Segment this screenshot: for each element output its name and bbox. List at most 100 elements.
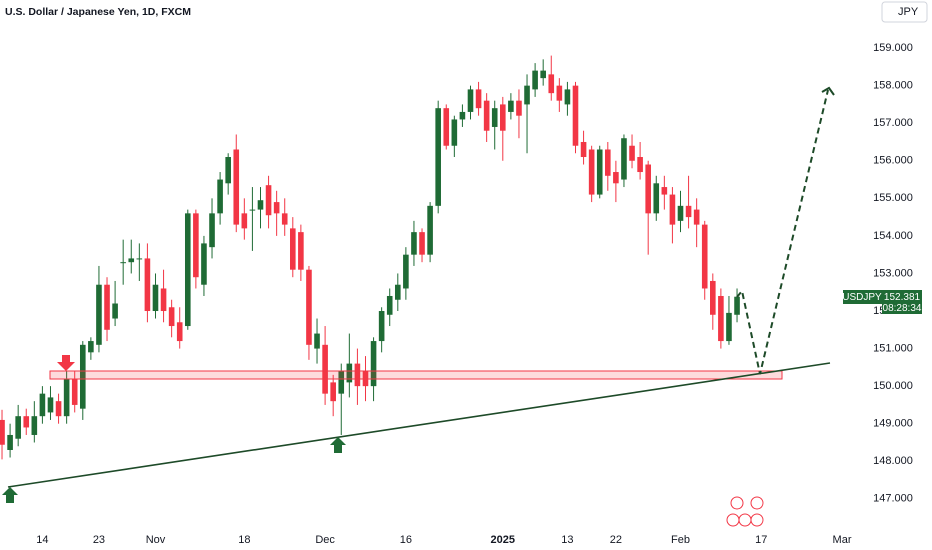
y-tick-label: 148.000 — [873, 455, 913, 467]
candle-body — [160, 288, 167, 312]
candle-body — [79, 344, 86, 409]
y-tick-label: 151.000 — [873, 342, 913, 354]
up-arrow — [330, 437, 346, 453]
trend-line — [7, 362, 831, 488]
candle-body — [265, 185, 272, 216]
candle-body — [55, 401, 62, 417]
candle-body — [128, 258, 135, 263]
candle-body — [669, 194, 676, 225]
currency-button[interactable] — [881, 1, 928, 23]
x-tick-label: Dec — [315, 534, 335, 546]
candle-body — [63, 378, 70, 417]
candle-body — [483, 100, 490, 131]
candle-body — [718, 295, 724, 342]
candle-body — [572, 85, 579, 146]
candle-body — [96, 284, 102, 345]
symbol-label: USDJPY — [842, 292, 882, 303]
candle-body — [23, 416, 30, 428]
y-tick-label: 154.000 — [873, 230, 913, 242]
candle-body — [435, 108, 441, 206]
down-arrow — [57, 355, 75, 371]
candle-body — [322, 344, 328, 394]
candle-body — [378, 311, 385, 342]
candle-body — [193, 213, 199, 278]
candle-body — [39, 393, 46, 417]
candle-body — [516, 100, 522, 116]
candle-body — [685, 205, 692, 218]
last-price: 152.381 — [884, 292, 921, 303]
candle-body — [370, 341, 377, 387]
candle-body — [144, 258, 151, 312]
up-arrow — [2, 487, 18, 503]
candle-body — [605, 149, 611, 176]
candle-body — [201, 243, 207, 285]
candle-body — [701, 224, 708, 289]
candle-body — [661, 187, 668, 195]
candle-body — [273, 202, 280, 214]
candle-body — [209, 213, 215, 248]
candle-body — [427, 205, 433, 255]
x-tick-label: Nov — [146, 534, 166, 546]
candle-body — [217, 179, 223, 214]
countdown: 08:28:34 — [883, 303, 922, 314]
x-tick-label: 14 — [36, 534, 48, 546]
candle-body — [120, 262, 126, 264]
candle-body — [564, 89, 571, 105]
candle-body — [532, 70, 538, 90]
candle-body — [734, 296, 740, 315]
y-tick-label: 153.000 — [873, 267, 913, 279]
candle-body — [726, 312, 732, 342]
candle-body — [459, 111, 466, 120]
y-tick-label: 158.000 — [873, 80, 913, 92]
candle-body — [241, 213, 248, 229]
y-tick-label: 150.000 — [873, 380, 913, 392]
candle-body — [403, 254, 409, 289]
candle-body — [233, 149, 240, 225]
candle-body — [467, 89, 474, 112]
candle-body — [354, 363, 361, 387]
candle-body — [637, 157, 643, 173]
currency-label[interactable]: JPY — [898, 6, 919, 18]
candle-body — [249, 209, 256, 211]
candle-body — [540, 70, 546, 79]
candle-body — [508, 100, 514, 112]
candle-body — [411, 232, 417, 255]
candle-body — [346, 363, 353, 383]
candle-body — [394, 284, 401, 300]
candle-body — [281, 213, 288, 225]
x-tick-label: Feb — [671, 534, 690, 546]
candle-body — [298, 232, 304, 270]
candle-body — [289, 228, 296, 270]
candle-body — [475, 89, 482, 109]
candle-body — [257, 200, 264, 210]
candle-body — [112, 303, 118, 319]
y-tick-label: 155.000 — [873, 192, 913, 204]
candle-body — [443, 108, 450, 146]
y-tick-label: 147.000 — [873, 493, 913, 505]
candle-body — [0, 419, 5, 445]
candle-body — [491, 108, 498, 127]
candle-body — [338, 371, 345, 394]
candle-body — [71, 378, 78, 405]
candle-body — [596, 149, 603, 195]
candle-body — [556, 85, 563, 101]
candle-body — [580, 141, 587, 158]
x-tick-label: 13 — [561, 534, 573, 546]
price-badge — [882, 290, 922, 314]
projection-arrowhead — [821, 86, 835, 96]
candle-body — [645, 164, 651, 214]
x-tick-label: 2025 — [491, 534, 515, 546]
y-tick-label: 149.000 — [873, 418, 913, 430]
candle-body — [47, 397, 54, 413]
candle-body — [524, 85, 530, 105]
candle-body — [15, 416, 21, 439]
y-tick-label: 159.000 — [873, 42, 913, 54]
candle-body — [7, 434, 13, 450]
candle-body — [677, 205, 684, 221]
candle-body — [710, 280, 716, 315]
candle-body — [419, 232, 425, 255]
x-tick-label: 22 — [610, 534, 622, 546]
candle-body — [184, 213, 191, 327]
